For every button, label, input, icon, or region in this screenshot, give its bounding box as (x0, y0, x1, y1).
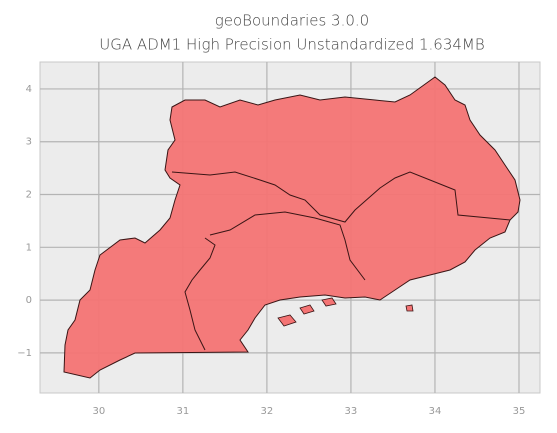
y-tick-label: 1 (26, 242, 32, 253)
lake-island (299, 304, 315, 315)
lake-island (405, 304, 414, 312)
x-tick-label: 35 (513, 406, 526, 417)
country-shape (63, 76, 521, 379)
lake-island (277, 314, 297, 327)
x-tick-label: 33 (345, 406, 358, 417)
region-border (171, 171, 511, 223)
region-border (184, 237, 216, 351)
lake-island (321, 297, 337, 307)
chart-title: geoBoundaries 3.0.0 (215, 12, 369, 30)
y-tick-label: 2 (26, 190, 32, 201)
uganda-outline (63, 76, 521, 379)
y-tick-label: 4 (26, 84, 32, 95)
region-border (209, 211, 366, 281)
x-tick-label: 30 (92, 406, 105, 417)
y-tick-label: 3 (26, 137, 32, 148)
y-tick-label: −1 (17, 348, 32, 359)
chart-subtitle: UGA ADM1 High Precision Unstandardized 1… (99, 36, 484, 54)
x-tick-label: 31 (176, 406, 189, 417)
x-tick-label: 34 (429, 406, 442, 417)
y-tick-label: 0 (26, 295, 32, 306)
x-tick-label: 32 (261, 406, 274, 417)
